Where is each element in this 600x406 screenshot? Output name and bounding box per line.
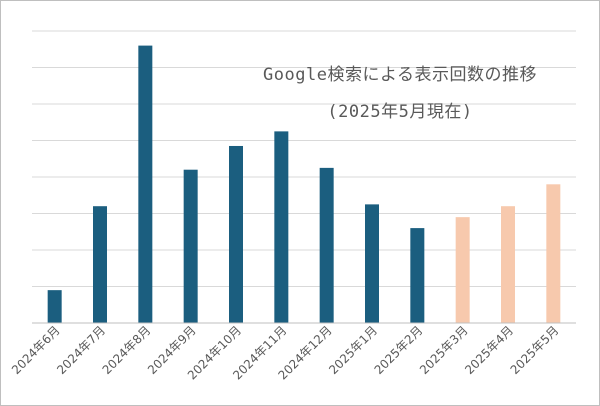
- chart-subtitle: (2025年5月現在): [327, 102, 473, 122]
- bar: [319, 167, 334, 323]
- x-tick-labels: 2024年6月2024年7月2024年8月2024年9月2024年10月2024…: [9, 323, 562, 382]
- chart-title: Google検索による表示回数の推移: [263, 65, 537, 85]
- bar: [274, 131, 289, 323]
- bar: [365, 204, 379, 323]
- x-tick-label: 2025年5月: [508, 323, 562, 377]
- bar: [47, 290, 62, 323]
- bar: [138, 45, 153, 323]
- chart-title-block: Google検索による表示回数の推移 (2025年5月現在): [230, 60, 570, 122]
- bar: [229, 145, 243, 323]
- bar: [410, 228, 425, 323]
- bar: [546, 184, 561, 323]
- bar: [183, 169, 198, 323]
- bar: [455, 217, 470, 323]
- bar: [93, 206, 107, 323]
- bars: [47, 45, 561, 323]
- bar: [501, 206, 515, 323]
- gridlines: [32, 30, 576, 287]
